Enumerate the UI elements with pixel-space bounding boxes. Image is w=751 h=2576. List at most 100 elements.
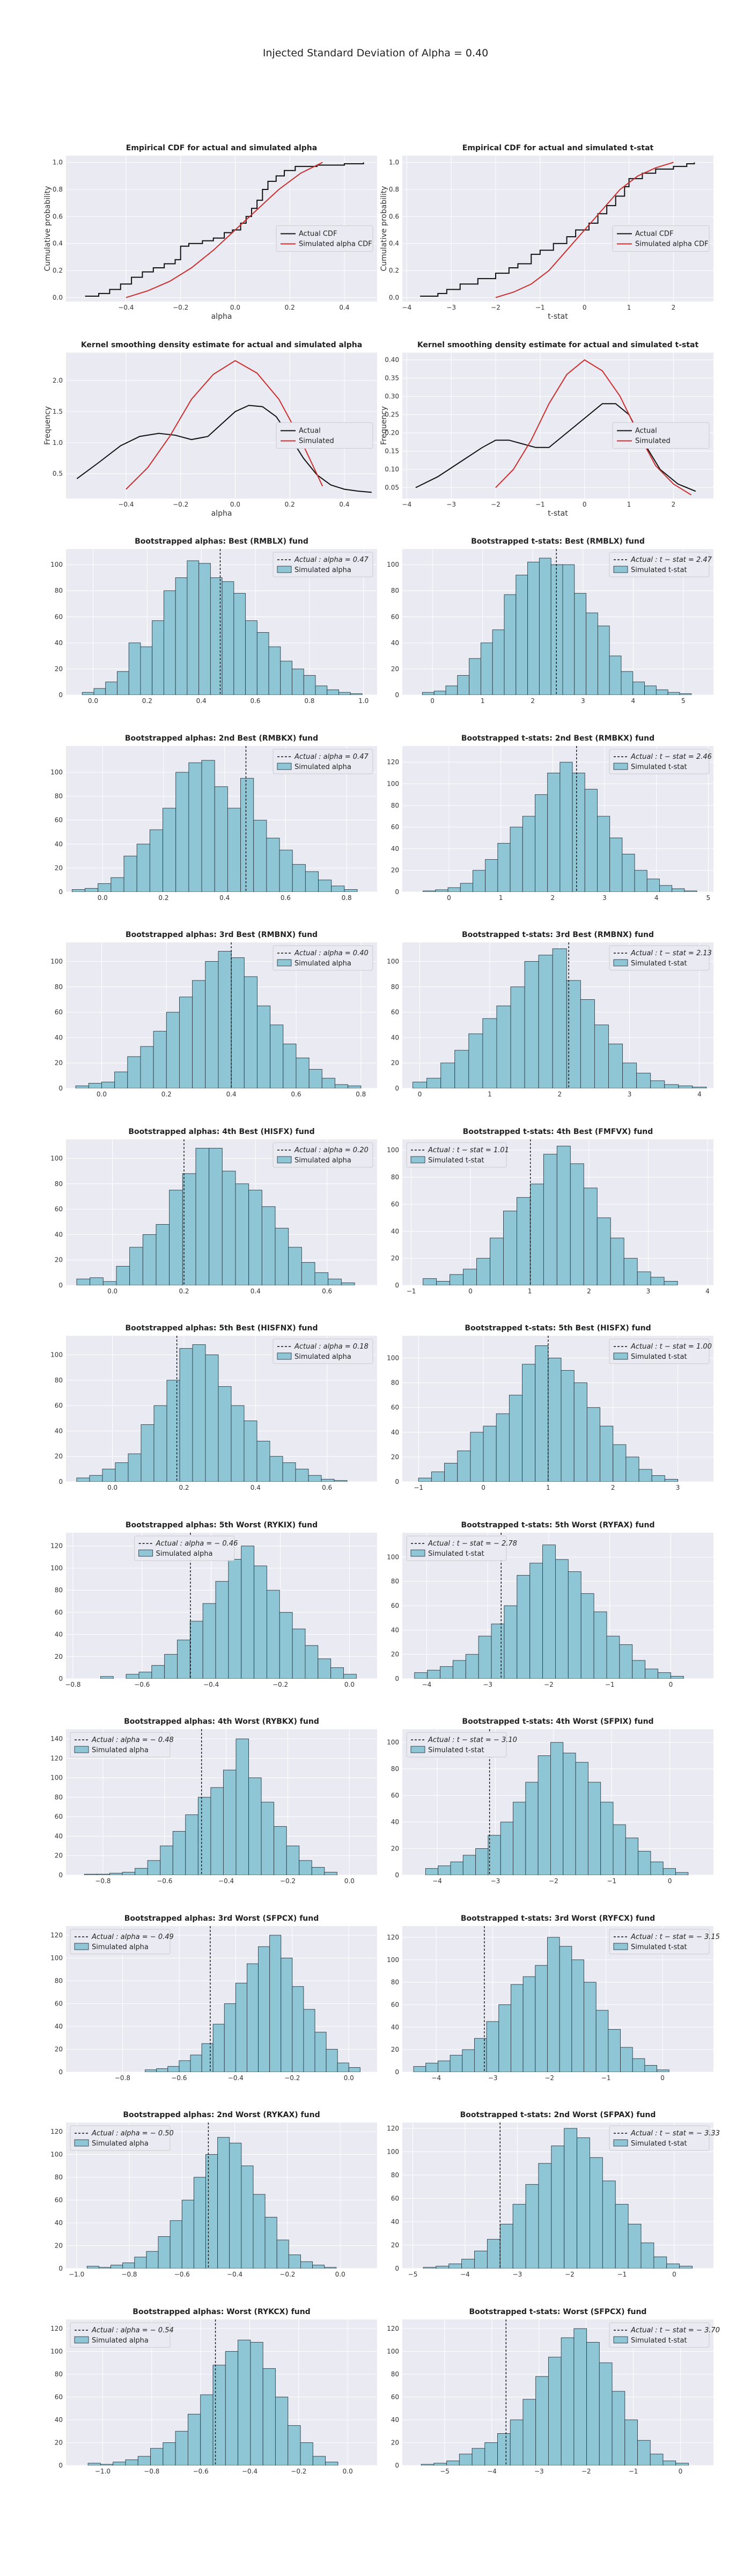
y-tick-label: 0 — [395, 691, 399, 699]
hist-bar — [612, 2390, 625, 2465]
x-tick-label: 4 — [697, 1091, 702, 1098]
hist-bar — [256, 1440, 270, 1482]
y-tick-label: 80 — [55, 587, 63, 595]
x-tick-label: 0.4 — [219, 894, 230, 902]
legend-swatch-simulated — [277, 566, 292, 573]
hist-bar — [522, 1976, 536, 2072]
plot-layer — [76, 1336, 348, 1482]
x-tick-label: 0.6 — [291, 1091, 301, 1098]
y-tick-label: 40 — [391, 2218, 399, 2226]
hist-bar — [625, 1838, 639, 1875]
hist-bar — [215, 1580, 229, 1679]
x-tick-label: 0.4 — [251, 1484, 261, 1491]
y-tick-label: 80 — [55, 1180, 63, 1187]
chart-panel: Bootstrapped alphas: 5th Worst (RYKIX) f… — [45, 1521, 380, 1702]
x-tick-label: −2 — [581, 2468, 591, 2475]
hist-bar — [175, 577, 188, 695]
y-tick-label: 60 — [55, 1813, 63, 1820]
hist-bar — [444, 1462, 458, 1482]
y-tick-label: 60 — [55, 1608, 63, 1616]
hist-bar — [288, 2425, 301, 2465]
chart-svg: Bootstrapped t-stats: 2nd Worst (SFPAX) … — [387, 2111, 720, 2278]
hist-bar — [650, 2453, 664, 2465]
hist-bar — [218, 1386, 232, 1482]
x-tick-label: −0.8 — [121, 2271, 137, 2278]
x-tick-label: 0 — [481, 1484, 485, 1491]
hist-bar — [538, 2163, 552, 2268]
plot-layer — [413, 942, 707, 1088]
legend-actual-label: Actual : t − stat = 2.47 — [630, 556, 712, 564]
legend-box — [276, 422, 373, 449]
y-tick-label: 40 — [55, 639, 63, 647]
chart-title: Bootstrapped alphas: 3rd Worst (SFPCX) f… — [124, 1914, 319, 1923]
x-tick-label: −5 — [408, 2271, 418, 2278]
hist-bar — [235, 1738, 249, 1875]
legend-simulated-label: Simulated alpha — [92, 1943, 149, 1951]
hist-bar — [111, 2265, 123, 2268]
x-tick-label: 2 — [672, 501, 676, 508]
hist-bar — [166, 1012, 180, 1088]
y-tick-label: 0 — [395, 888, 399, 896]
x-tick-label: −1 — [629, 2468, 638, 2475]
legend-actual-label: Actual : t − stat = 2.46 — [630, 753, 712, 761]
x-axis-label: alpha — [211, 312, 232, 321]
chart-title: Bootstrapped alphas: Best (RMBLX) fund — [135, 537, 308, 546]
y-tick-label: 120 — [50, 2325, 63, 2332]
x-tick-label: −2 — [544, 2074, 554, 2082]
hist-bar — [98, 883, 112, 892]
hist-bar — [470, 1432, 484, 1482]
chart-panel: Bootstrapped t-stats: 5th Worst (RYFAX) … — [381, 1521, 717, 1702]
hist-bar — [418, 1477, 432, 1482]
chart-title: Bootstrapped t-stats: Best (RMBLX) fund — [471, 537, 645, 546]
y-tick-label: 60 — [55, 2000, 63, 2007]
y-tick-label: 100 — [50, 561, 63, 568]
y-tick-label: 20 — [391, 1845, 399, 1853]
legend-box — [70, 1732, 171, 1758]
hist-bar — [657, 2069, 669, 2072]
hist-bar — [167, 2066, 180, 2072]
hist-bar — [147, 1860, 161, 1875]
hist-bar — [597, 625, 610, 695]
hist-bar — [193, 2177, 206, 2268]
hist-bar — [253, 2194, 266, 2268]
y-tick-label: 20 — [55, 1256, 63, 1263]
legend-label: Actual CDF — [635, 230, 673, 238]
plot-layer — [82, 549, 363, 695]
x-tick-label: 0 — [669, 1681, 673, 1688]
x-tick-label: −0.8 — [144, 2468, 159, 2475]
hist-bar — [675, 2462, 689, 2465]
x-tick-label: −3 — [483, 1681, 492, 1688]
legend-simulated-label: Simulated alpha — [156, 1550, 213, 1558]
hist-bar — [146, 2251, 159, 2268]
plot-layer — [423, 745, 697, 892]
x-tick-label: −2 — [565, 2271, 575, 2278]
hist-bar — [570, 1163, 584, 1285]
chart-panel: Empirical CDF for actual and simulated a… — [43, 144, 380, 325]
hist-bar — [270, 1024, 284, 1088]
y-tick-label: 80 — [55, 1794, 63, 1801]
hist-bar — [599, 2362, 613, 2465]
hist-bar — [667, 692, 680, 695]
y-tick-label: 60 — [391, 1200, 399, 1208]
hist-bar — [463, 1268, 477, 1285]
hist-bar — [296, 1057, 310, 1088]
hist-bar — [149, 829, 163, 892]
legend-box — [612, 225, 710, 252]
hist-bar — [244, 1421, 257, 1482]
hist-bar — [608, 2029, 621, 2072]
legend-label: Actual — [299, 427, 321, 435]
hist-bar — [474, 2038, 487, 2072]
x-axis-label: t-stat — [548, 509, 568, 518]
y-tick-label: 0.6 — [389, 213, 399, 220]
hist-bar — [303, 675, 316, 695]
x-tick-label: 4 — [631, 697, 636, 705]
hist-bar — [650, 1276, 665, 1285]
hist-bar — [275, 1227, 289, 1285]
hist-bar — [662, 1868, 676, 1875]
hist-bar — [593, 1611, 607, 1679]
y-tick-label: 80 — [391, 1577, 399, 1585]
y-tick-label: 100 — [387, 2148, 399, 2155]
chart-panel: Bootstrapped t-stats: 2nd Best (RMBKX) f… — [381, 734, 717, 915]
x-tick-label: 0 — [672, 2271, 676, 2278]
hist-bar — [413, 1081, 428, 1088]
